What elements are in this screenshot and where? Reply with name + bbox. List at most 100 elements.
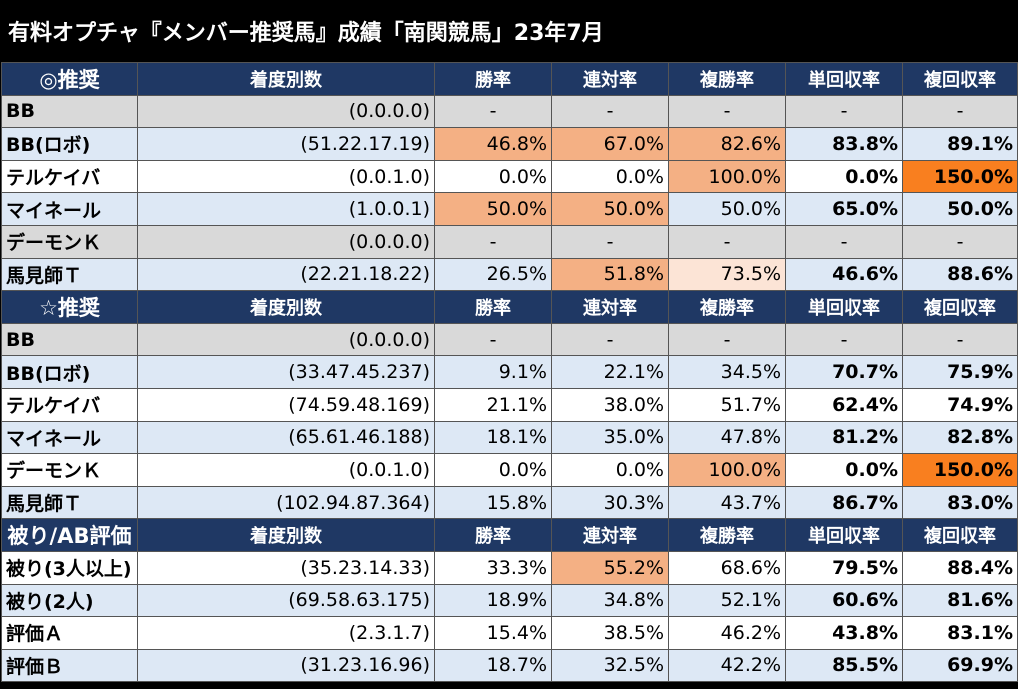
row-name: テルケイバ — [1, 159, 138, 194]
row-name: BB(ロボ) — [1, 127, 138, 161]
table-row: BB (0.0.0.0) - - - - - — [1, 322, 1018, 357]
win-return: 85.5% — [785, 648, 903, 683]
column-header: 勝率 — [434, 518, 552, 552]
row-counts: (31.23.16.96) — [137, 648, 435, 683]
win-return: 65.0% — [785, 192, 903, 226]
win-return: - — [785, 224, 903, 259]
column-header: 単回収率 — [785, 290, 903, 324]
column-header: 複回収率 — [902, 62, 1018, 96]
quinella-rate: 34.8% — [551, 583, 669, 618]
quinella-rate: 30.3% — [551, 485, 669, 520]
quinella-rate: 51.8% — [551, 257, 669, 292]
win-return: 0.0% — [785, 159, 903, 194]
show-return: 89.1% — [902, 127, 1018, 161]
table-row: マイネール (65.61.46.188) 18.1% 35.0% 47.8% 8… — [1, 420, 1018, 455]
quinella-rate: 32.5% — [551, 648, 669, 683]
column-header: 複勝率 — [668, 62, 786, 96]
row-counts: (2.3.1.7) — [137, 616, 435, 650]
win-return: 86.7% — [785, 485, 903, 520]
section-header: ◎推奨 着度別数 勝率 連対率 複勝率 単回収率 複回収率 — [1, 62, 1018, 96]
show-return: - — [902, 224, 1018, 259]
column-header: 連対率 — [551, 290, 669, 324]
table-row: 被り(3人以上) (35.23.14.33) 33.3% 55.2% 68.6%… — [1, 550, 1018, 585]
show-rate: 47.8% — [668, 420, 786, 455]
row-name: マイネール — [1, 420, 138, 455]
win-return: - — [785, 322, 903, 357]
section-label: 被り/AB評価 — [1, 518, 138, 552]
win-rate: 0.0% — [434, 159, 552, 194]
quinella-rate: 0.0% — [551, 159, 669, 194]
quinella-rate: 55.2% — [551, 550, 669, 585]
show-rate: - — [668, 224, 786, 259]
row-name: デーモンＫ — [1, 453, 138, 487]
show-return: 74.9% — [902, 387, 1018, 422]
win-return: 81.2% — [785, 420, 903, 455]
show-return: 88.4% — [902, 550, 1018, 585]
column-header: 着度別数 — [137, 62, 435, 96]
column-header: 勝率 — [434, 62, 552, 96]
win-rate: 18.7% — [434, 648, 552, 683]
row-counts: (51.22.17.19) — [137, 127, 435, 161]
section-label: ☆推奨 — [1, 290, 138, 324]
quinella-rate: - — [551, 322, 669, 357]
win-rate: 33.3% — [434, 550, 552, 585]
section-header: 被り/AB評価 着度別数 勝率 連対率 複勝率 単回収率 複回収率 — [1, 518, 1018, 552]
table-row: 被り(2人) (69.58.63.175) 18.9% 34.8% 52.1% … — [1, 583, 1018, 618]
win-rate: 18.1% — [434, 420, 552, 455]
row-counts: (0.0.0.0) — [137, 94, 435, 129]
section-header: ☆推奨 着度別数 勝率 連対率 複勝率 単回収率 複回収率 — [1, 290, 1018, 324]
column-header: 着度別数 — [137, 290, 435, 324]
column-header: 単回収率 — [785, 518, 903, 552]
results-table: ◎推奨 着度別数 勝率 連対率 複勝率 単回収率 複回収率 BB (0.0.0.… — [1, 62, 1018, 683]
row-counts: (102.94.87.364) — [137, 485, 435, 520]
win-rate: - — [434, 322, 552, 357]
show-return: 69.9% — [902, 648, 1018, 683]
table-row: テルケイバ (0.0.1.0) 0.0% 0.0% 100.0% 0.0% 15… — [1, 159, 1018, 194]
column-header: 着度別数 — [137, 518, 435, 552]
quinella-rate: 38.0% — [551, 387, 669, 422]
row-counts: (22.21.18.22) — [137, 257, 435, 292]
show-rate: 100.0% — [668, 453, 786, 487]
show-return: - — [902, 322, 1018, 357]
table-row: 評価Ａ (2.3.1.7) 15.4% 38.5% 46.2% 43.8% 83… — [1, 616, 1018, 650]
win-return: 83.8% — [785, 127, 903, 161]
column-header: 複回収率 — [902, 518, 1018, 552]
quinella-rate: - — [551, 94, 669, 129]
quinella-rate: 50.0% — [551, 192, 669, 226]
win-rate: - — [434, 224, 552, 259]
win-rate: 15.8% — [434, 485, 552, 520]
row-counts: (0.0.1.0) — [137, 453, 435, 487]
show-rate: - — [668, 94, 786, 129]
quinella-rate: 38.5% — [551, 616, 669, 650]
table-row: マイネール (1.0.0.1) 50.0% 50.0% 50.0% 65.0% … — [1, 192, 1018, 226]
show-rate: 46.2% — [668, 616, 786, 650]
column-header: 複回収率 — [902, 290, 1018, 324]
quinella-rate: 67.0% — [551, 127, 669, 161]
row-name: 被り(2人) — [1, 583, 138, 618]
show-rate: - — [668, 322, 786, 357]
section-label: ◎推奨 — [1, 62, 138, 96]
column-header: 勝率 — [434, 290, 552, 324]
row-name: 評価Ａ — [1, 616, 138, 650]
column-header: 連対率 — [551, 518, 669, 552]
show-return: 150.0% — [902, 453, 1018, 487]
table-row: テルケイバ (74.59.48.169) 21.1% 38.0% 51.7% 6… — [1, 387, 1018, 422]
column-header: 複勝率 — [668, 290, 786, 324]
row-name: 被り(3人以上) — [1, 550, 138, 585]
win-rate: 46.8% — [434, 127, 552, 161]
row-counts: (35.23.14.33) — [137, 550, 435, 585]
column-header: 複勝率 — [668, 518, 786, 552]
row-counts: (74.59.48.169) — [137, 387, 435, 422]
win-rate: 18.9% — [434, 583, 552, 618]
quinella-rate: 22.1% — [551, 355, 669, 389]
row-counts: (0.0.1.0) — [137, 159, 435, 194]
table-row: BB(ロボ) (33.47.45.237) 9.1% 22.1% 34.5% 7… — [1, 355, 1018, 389]
show-return: 81.6% — [902, 583, 1018, 618]
show-rate: 68.6% — [668, 550, 786, 585]
row-name: デーモンＫ — [1, 224, 138, 259]
quinella-rate: 35.0% — [551, 420, 669, 455]
win-rate: 0.0% — [434, 453, 552, 487]
column-header: 単回収率 — [785, 62, 903, 96]
table-row: 評価Ｂ (31.23.16.96) 18.7% 32.5% 42.2% 85.5… — [1, 648, 1018, 683]
row-name: BB — [1, 322, 138, 357]
